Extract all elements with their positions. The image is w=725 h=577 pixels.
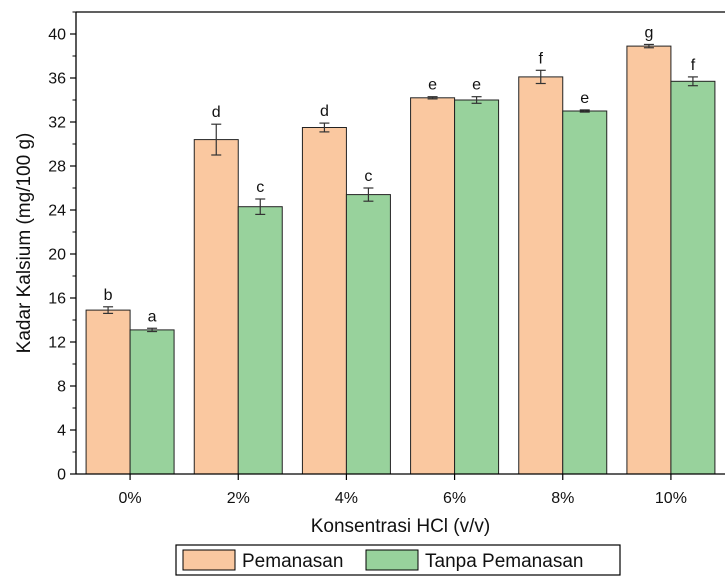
significance-letter: b	[104, 287, 113, 304]
x-axis-title: Konsentrasi HCl (v/v)	[311, 516, 491, 537]
x-tick-label: 6%	[443, 490, 466, 507]
significance-letter: e	[472, 77, 481, 94]
y-tick-label: 24	[48, 203, 66, 220]
y-tick-label: 8	[57, 379, 66, 396]
legend-swatch-tanpa-pemanasan	[365, 549, 419, 571]
significance-letter: c	[256, 179, 264, 196]
bar-tanpa-pemanasan	[454, 99, 500, 475]
x-tick-label: 8%	[551, 490, 574, 507]
y-tick-label: 12	[48, 335, 66, 352]
bar-pemanasan	[626, 45, 672, 475]
y-tick-label: 0	[57, 467, 66, 484]
x-tick-label: 4%	[335, 490, 358, 507]
axes-layer: 0 4 8 12 16 20 24 28 32 36 40 0% 2% 4% 6% 8% 10%	[48, 11, 725, 507]
significance-letter: a	[148, 308, 157, 325]
bars-layer: b a d c d c e e f e g f	[85, 24, 716, 475]
y-axis-title: Kadar Kalsium (mg/100 g)	[14, 133, 35, 354]
significance-letter: e	[428, 77, 437, 94]
bar-tanpa-pemanasan	[129, 329, 175, 475]
legend-swatch-pemanasan	[182, 549, 236, 571]
bar-tanpa-pemanasan	[345, 194, 391, 475]
y-tick-label: 16	[48, 291, 66, 308]
significance-letter: c	[364, 168, 372, 185]
significance-letter: f	[539, 50, 544, 67]
x-tick-label: 2%	[227, 490, 250, 507]
bar-pemanasan	[85, 309, 131, 475]
bar-tanpa-pemanasan	[562, 110, 608, 475]
significance-letter: d	[320, 103, 329, 120]
bar-pemanasan	[410, 97, 456, 475]
bar-pemanasan	[518, 76, 564, 475]
significance-letter: f	[691, 57, 696, 74]
bar-tanpa-pemanasan	[670, 80, 716, 475]
significance-letter: d	[212, 104, 221, 121]
x-tick-label: 10%	[655, 490, 687, 507]
bar-tanpa-pemanasan	[237, 206, 283, 475]
y-tick-label: 4	[57, 423, 66, 440]
legend-label-tanpa-pemanasan: Tanpa Pemanasan	[425, 551, 583, 572]
y-tick-label: 28	[48, 159, 66, 176]
y-tick-label: 32	[48, 115, 66, 132]
y-tick-label: 20	[48, 247, 66, 264]
significance-letter: e	[580, 90, 589, 107]
y-tick-label: 36	[48, 71, 66, 88]
x-tick-label: 0%	[119, 490, 142, 507]
bar-pemanasan	[193, 139, 239, 475]
significance-letter: g	[644, 24, 653, 41]
legend: Pemanasan Tanpa Pemanasan	[175, 544, 621, 576]
y-tick-label: 40	[48, 27, 66, 44]
legend-label-pemanasan: Pemanasan	[242, 551, 343, 572]
bar-pemanasan	[301, 127, 347, 475]
